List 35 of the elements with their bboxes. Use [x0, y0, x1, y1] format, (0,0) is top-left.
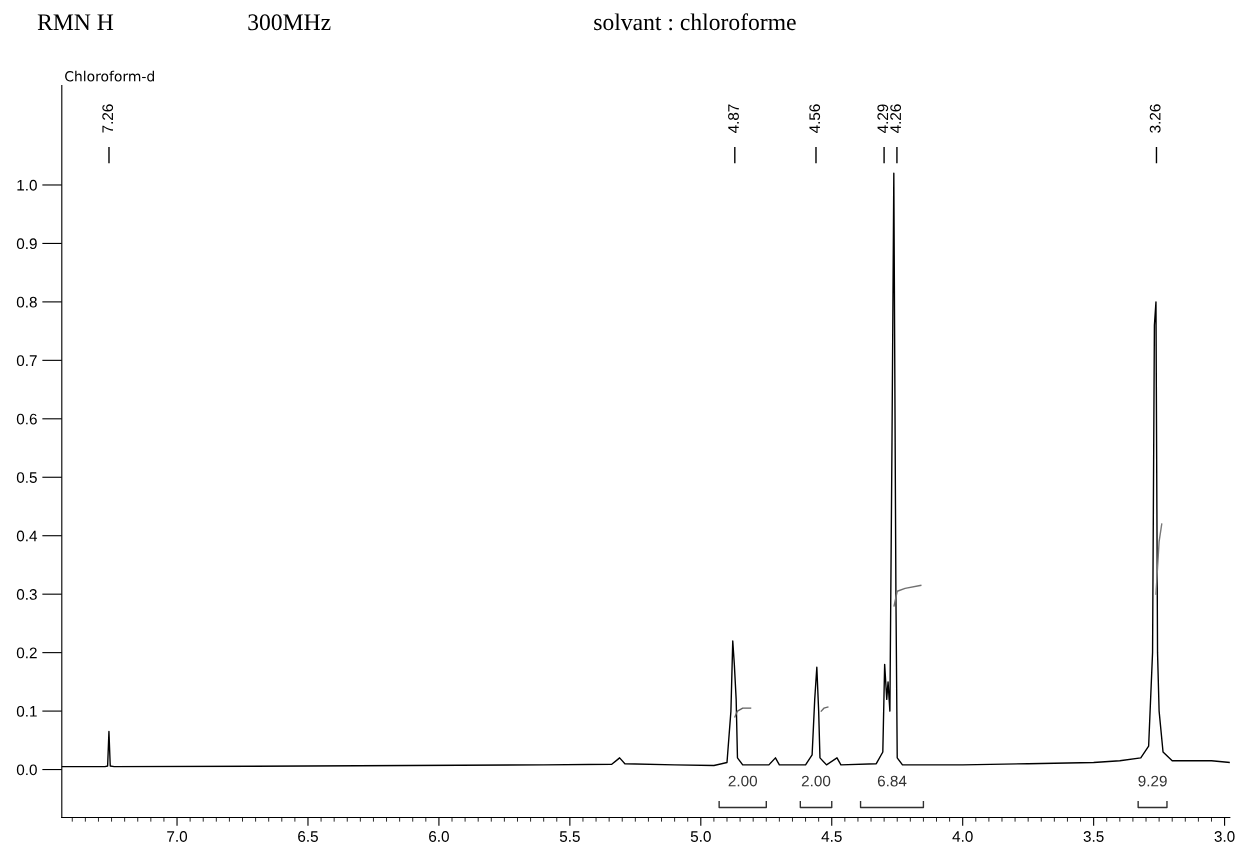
x-tick-label: 3.5: [1083, 831, 1104, 842]
annotation: 9.29: [1138, 775, 1167, 787]
line-series: [893, 584, 922, 607]
y-tick-label: 0.3: [16, 589, 37, 600]
y-tick-label: 0.9: [16, 238, 37, 250]
x-tick-label: 4.5: [821, 831, 842, 842]
y-tick-label: 0.0: [16, 764, 37, 776]
annotation: 4.87: [728, 104, 739, 134]
y-tick-label: 0.6: [16, 413, 37, 425]
x-tick-label: 6.5: [298, 831, 318, 842]
y-tick-label: 0.2: [16, 647, 37, 659]
annotation: 7.26: [102, 104, 114, 133]
annotation: 3.26: [1149, 104, 1161, 133]
x-tick-label: 5.0: [690, 831, 711, 842]
annotation: 2.00: [801, 775, 831, 787]
y-tick-label: 0.8: [16, 296, 37, 308]
x-tick-label: 4.0: [952, 831, 973, 842]
chart-title: RMN H: [37, 14, 114, 30]
text: Chloroform-d: [65, 70, 154, 82]
annotation: 6.84: [877, 775, 907, 787]
x-tick-label: 6.0: [429, 831, 449, 842]
y-tick-label: 0.7: [16, 355, 37, 367]
annotation: 4.26: [890, 104, 902, 134]
x-tick-label: 5.5: [559, 831, 580, 842]
y-tick-label: 0.4: [16, 530, 38, 542]
text: solvant : chloroforme: [594, 13, 796, 31]
annotation: 4.56: [809, 104, 821, 134]
annotation: 4.29: [877, 104, 889, 134]
x-tick-label: 3.0: [1214, 831, 1235, 842]
y-tick-label: 0.5: [16, 472, 37, 483]
text: 300MHz: [248, 14, 331, 31]
x-tick-label: 7.0: [167, 831, 188, 842]
y-tick-label: 0.1: [16, 705, 37, 717]
annotation: 2.00: [728, 775, 758, 787]
y-tick-label: 1.0: [17, 179, 37, 191]
